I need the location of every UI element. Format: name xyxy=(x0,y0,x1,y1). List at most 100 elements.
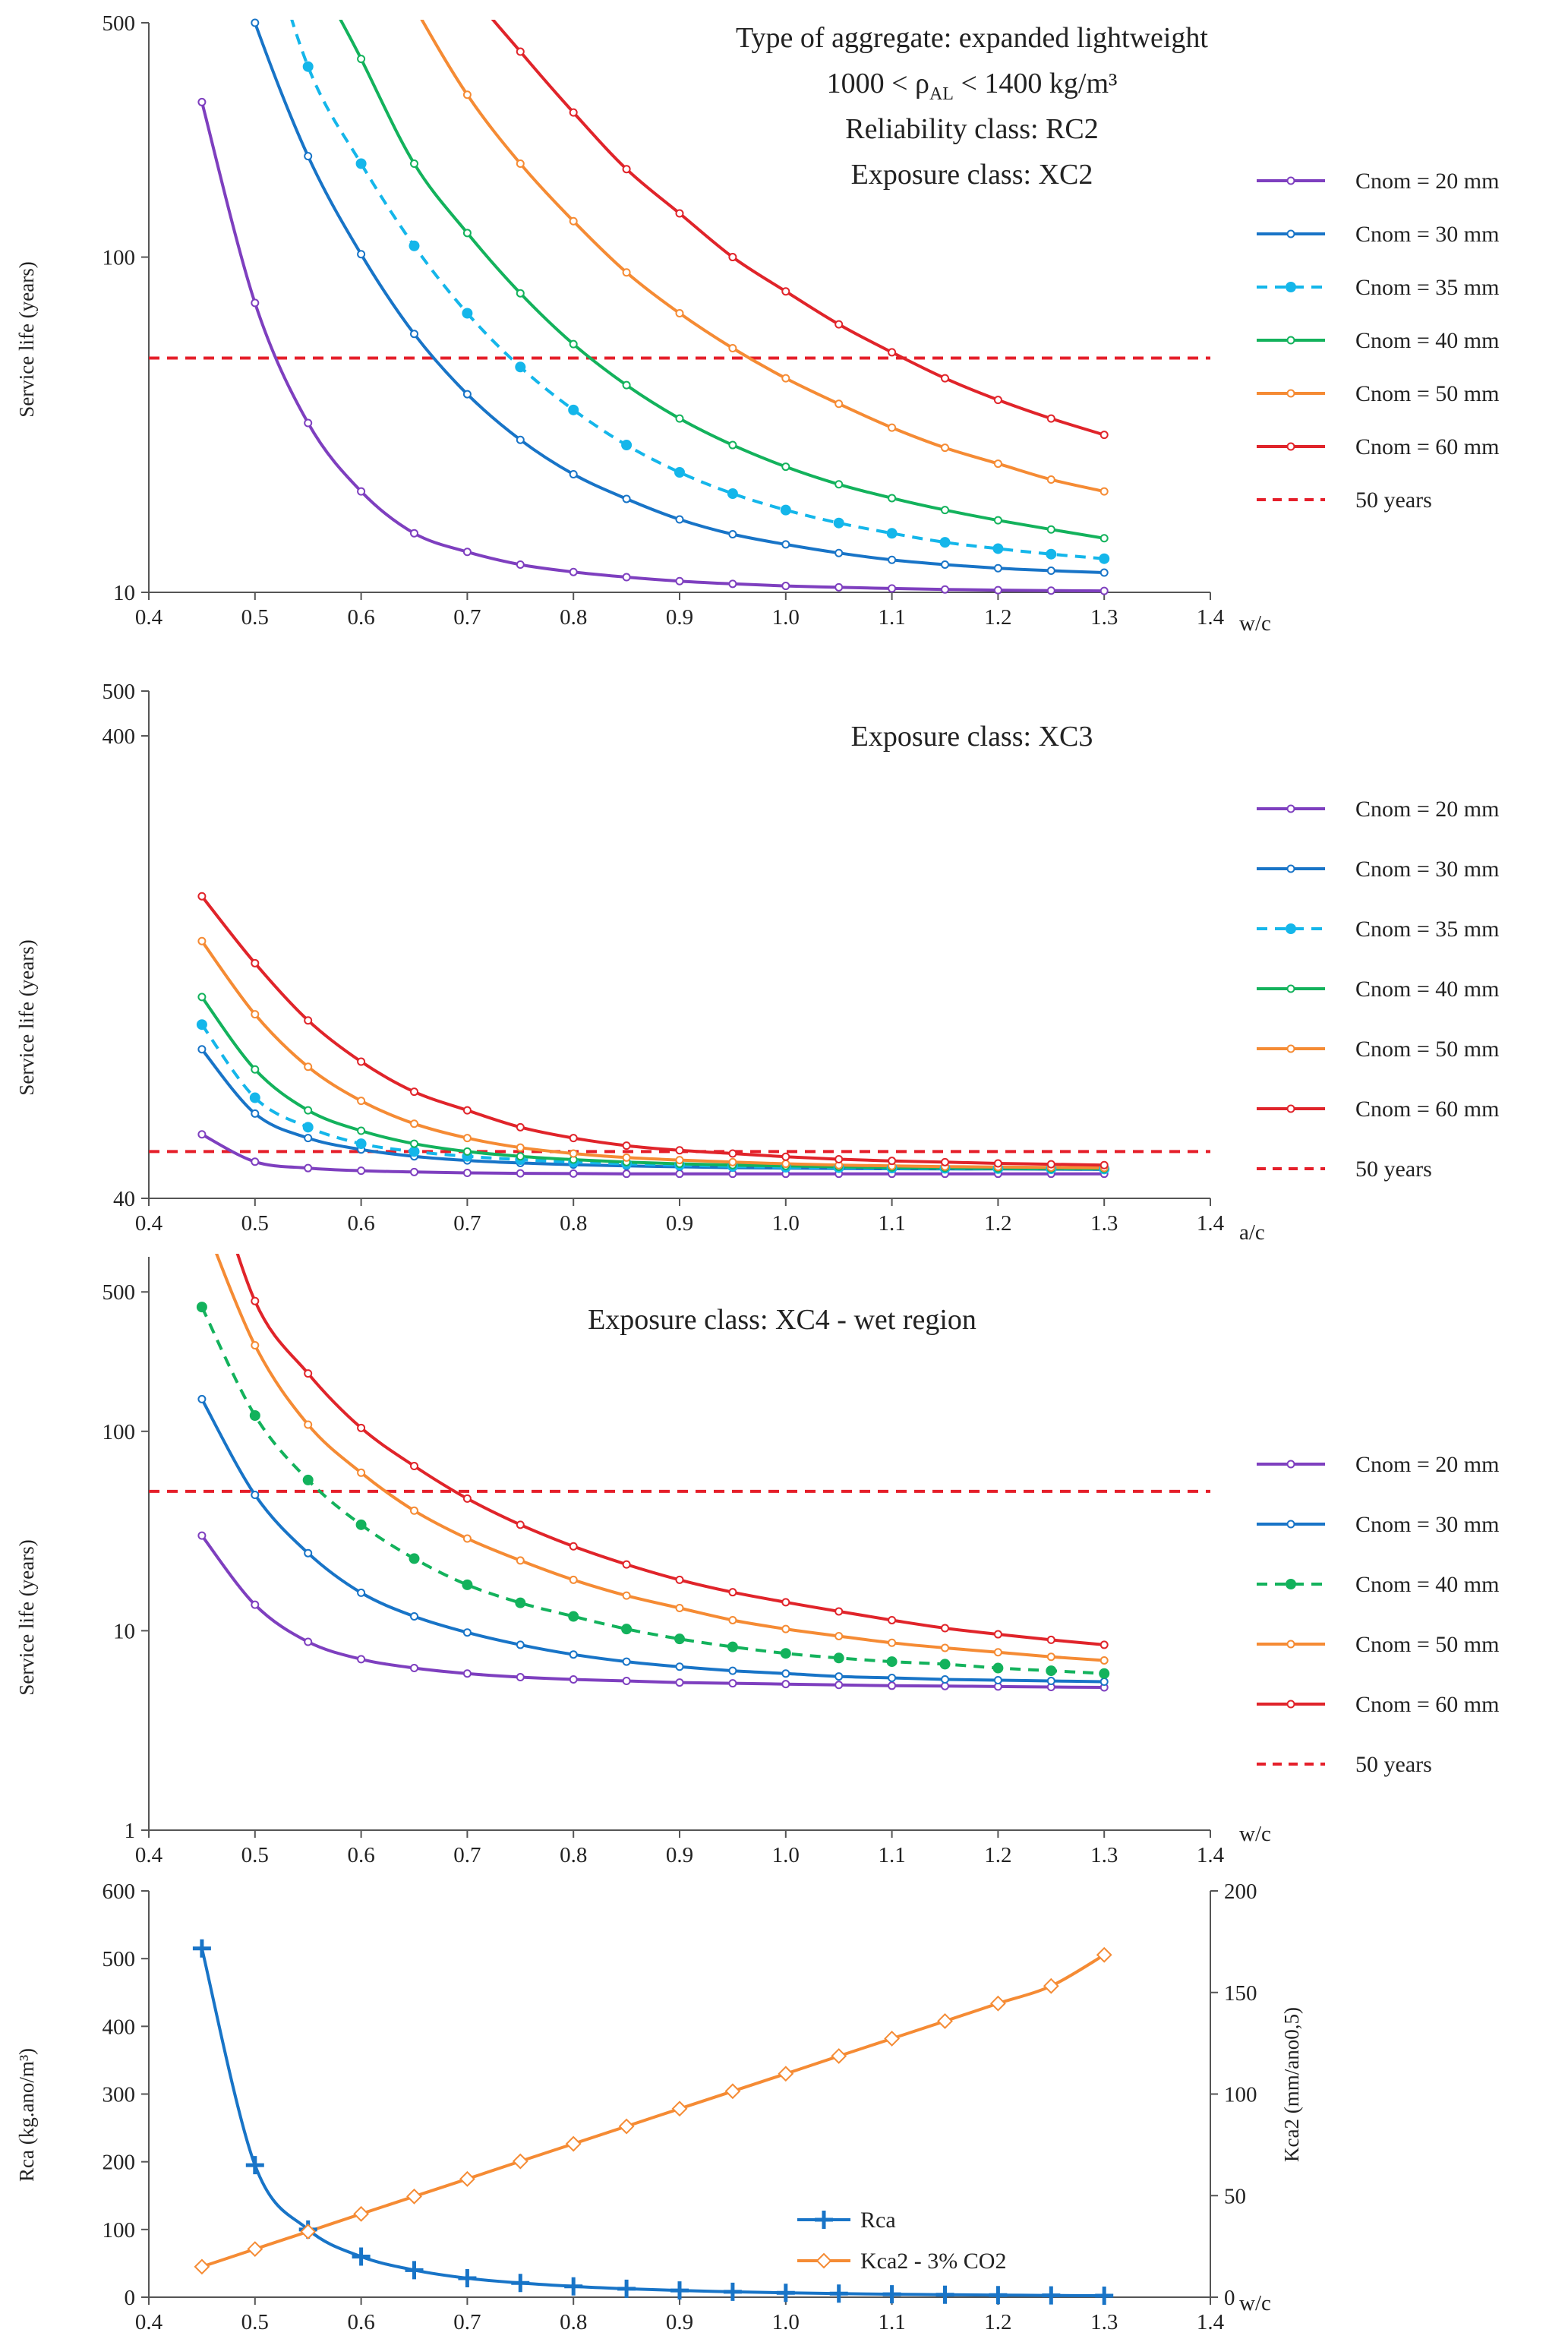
data-point xyxy=(781,374,790,383)
data-point xyxy=(993,516,1002,525)
data-point xyxy=(727,488,738,500)
legend-marker xyxy=(1286,229,1295,238)
data-point xyxy=(1046,1160,1055,1169)
data-point xyxy=(410,1119,418,1128)
data-point xyxy=(992,543,1004,554)
x-axis-label: w/c xyxy=(1239,1822,1271,1846)
data-point xyxy=(781,1669,790,1678)
x-tick-label: 0.8 xyxy=(560,1211,587,1236)
data-point xyxy=(1096,1946,1112,1963)
x-tick-label: 1.4 xyxy=(1197,2310,1225,2334)
data-point xyxy=(304,1420,313,1429)
data-point xyxy=(622,1560,631,1569)
data-point xyxy=(197,892,207,901)
data-point xyxy=(357,487,366,496)
data-point xyxy=(569,339,578,349)
x-tick-label: 0.7 xyxy=(453,1211,481,1236)
data-point xyxy=(675,1575,684,1584)
data-point xyxy=(304,1548,313,1558)
data-point xyxy=(410,330,418,339)
data-point xyxy=(1046,567,1055,576)
data-point xyxy=(302,1122,314,1133)
x-tick-label: 1.4 xyxy=(1197,1211,1225,1236)
data-point xyxy=(831,2048,847,2064)
y-tick-label: 500 xyxy=(103,11,136,36)
data-point xyxy=(834,1681,844,1690)
data-point xyxy=(357,250,366,259)
x-tick-label: 0.9 xyxy=(666,605,693,630)
data-point xyxy=(834,1631,844,1640)
data-point xyxy=(834,480,844,489)
data-point xyxy=(622,1677,631,1686)
x-tick-label: 0.8 xyxy=(560,1843,587,1867)
x-axis-label: w/c xyxy=(1239,611,1271,636)
data-point xyxy=(993,563,1002,573)
data-point xyxy=(941,1643,949,1652)
y-tick-label: 500 xyxy=(103,1947,136,1971)
data-point xyxy=(197,1531,207,1540)
data-point xyxy=(1099,1655,1109,1665)
x-tick-label: 0.7 xyxy=(453,1843,481,1867)
data-point xyxy=(675,414,684,423)
data-point xyxy=(621,1624,633,1635)
title-reliability: Reliability class: RC2 xyxy=(845,113,1099,145)
data-point xyxy=(357,1166,366,1176)
data-point xyxy=(1099,568,1109,577)
data-point xyxy=(675,576,684,586)
data-point xyxy=(728,530,737,539)
legend-marker xyxy=(815,2211,833,2229)
series-line-cnom-35-mm xyxy=(290,20,1105,560)
data-point xyxy=(674,466,685,478)
legend-marker xyxy=(1286,442,1295,451)
x-tick-label: 1.3 xyxy=(1090,1843,1118,1867)
data-point xyxy=(410,1506,418,1515)
data-point xyxy=(941,560,949,569)
data-point xyxy=(834,399,844,409)
density-subscript: AL xyxy=(929,84,954,104)
legend-label: Cnom = 30 mm xyxy=(1355,1512,1499,1537)
y2-tick-label: 150 xyxy=(1224,1981,1257,2006)
data-point xyxy=(355,1138,367,1150)
legend-marker xyxy=(1286,923,1296,934)
data-point xyxy=(357,1126,366,1135)
data-point xyxy=(622,1153,631,1162)
data-point xyxy=(300,2224,317,2240)
y2-tick-label: 100 xyxy=(1224,2083,1257,2107)
x-tick-label: 0.9 xyxy=(666,2310,693,2334)
data-point xyxy=(565,2135,582,2152)
data-point xyxy=(251,1157,260,1166)
data-point xyxy=(569,1675,578,1684)
x-tick-label: 0.4 xyxy=(135,1211,163,1236)
data-point xyxy=(1099,1668,1110,1679)
data-point xyxy=(251,1600,260,1609)
data-point xyxy=(357,1097,366,1106)
data-point xyxy=(462,548,472,557)
data-point xyxy=(304,1637,313,1646)
data-point xyxy=(882,2285,901,2304)
data-point xyxy=(462,1147,472,1156)
data-point xyxy=(888,584,897,593)
series-group xyxy=(200,1948,1106,2297)
x-tick-label: 0.6 xyxy=(347,1211,374,1236)
data-point xyxy=(992,1662,1004,1674)
legend-label: 50 years xyxy=(1355,1157,1432,1182)
y-axis-label: Service life (years) xyxy=(15,261,38,417)
series-line-cnom-50-mm xyxy=(215,1254,1105,1662)
data-point xyxy=(568,1611,579,1622)
data-point xyxy=(834,320,844,329)
data-point xyxy=(993,586,1002,595)
data-point xyxy=(516,1640,525,1649)
data-point xyxy=(196,1019,207,1031)
data-point xyxy=(192,1939,211,1958)
data-point xyxy=(888,494,897,503)
legend-marker xyxy=(1286,1700,1295,1709)
data-point xyxy=(888,423,897,432)
x-tick-label: 0.8 xyxy=(560,605,587,630)
data-point xyxy=(1099,1160,1109,1169)
y-tick-label: 500 xyxy=(103,1280,136,1305)
y-tick-label: 1 xyxy=(125,1819,136,1843)
data-point xyxy=(728,343,737,352)
data-point xyxy=(622,1169,631,1179)
legend-label: Cnom = 40 mm xyxy=(1355,328,1499,353)
legend-label: Cnom = 50 mm xyxy=(1355,381,1499,406)
